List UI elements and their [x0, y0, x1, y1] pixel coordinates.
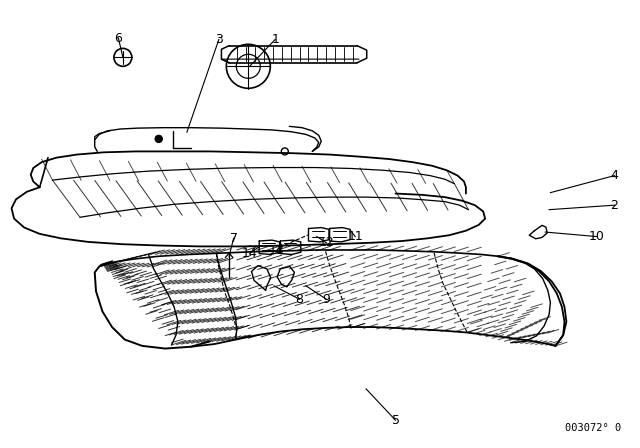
Text: 8: 8	[296, 293, 303, 306]
Text: 1: 1	[271, 33, 279, 46]
Circle shape	[156, 136, 162, 142]
Text: 11: 11	[348, 230, 363, 243]
Text: 5: 5	[392, 414, 399, 427]
Text: 6: 6	[115, 31, 122, 45]
Text: 003072° 0: 003072° 0	[564, 423, 621, 433]
Text: 9: 9	[323, 293, 330, 306]
Text: 3: 3	[215, 33, 223, 46]
Text: 14: 14	[242, 246, 257, 260]
Text: 7: 7	[230, 232, 237, 245]
Text: 10: 10	[589, 230, 604, 243]
Text: 2: 2	[611, 198, 618, 212]
Text: 12: 12	[319, 236, 334, 250]
Text: 13: 13	[269, 244, 284, 258]
Text: 4: 4	[611, 169, 618, 182]
